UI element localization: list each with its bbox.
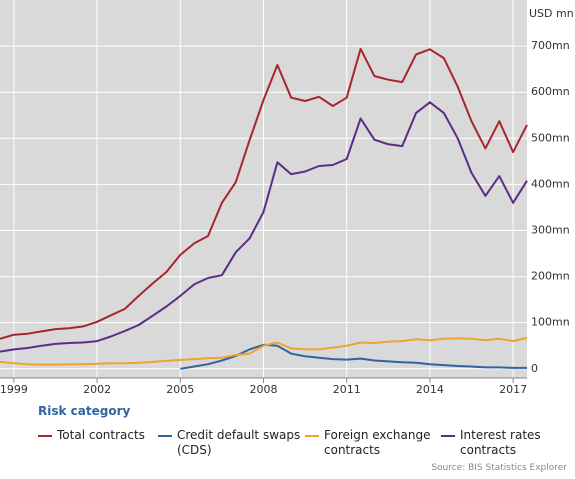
legend-item: Foreign exchange contracts xyxy=(305,428,444,458)
legend-item: Credit default swaps (CDS) xyxy=(158,428,307,458)
x-tick-label: 2017 xyxy=(499,383,527,396)
y-tick-label: 500mn xyxy=(531,131,570,144)
y-tick-label: 700mn xyxy=(531,39,570,52)
x-tick-label: 2014 xyxy=(416,383,444,396)
legend-label: Interest rates contracts xyxy=(460,428,541,457)
legend-label: Total contracts xyxy=(57,428,145,442)
y-tick-label: 300mn xyxy=(531,223,570,236)
x-tick-label: 2008 xyxy=(250,383,278,396)
series-line xyxy=(0,101,528,353)
y-tick-label: 100mn xyxy=(531,316,570,329)
y-axis-label: USD mn xyxy=(529,7,574,20)
legend-swatch xyxy=(38,435,52,437)
legend-item: Interest rates contracts xyxy=(441,428,575,458)
legend-label: Credit default swaps (CDS) xyxy=(177,428,301,457)
legend-item: Total contracts xyxy=(38,428,167,443)
chart: USD mn 0 100mn 200mn 300mn 400mn 500mn 600mn 70… xyxy=(0,0,574,396)
legend-swatch xyxy=(158,435,172,437)
legend-title: Risk category xyxy=(38,404,131,418)
legend-swatch xyxy=(305,435,319,437)
x-tick-label: 2005 xyxy=(166,383,194,396)
y-tick-label: 400mn xyxy=(531,177,570,190)
x-tick-label: 2002 xyxy=(83,383,111,396)
y-tick-label: 600mn xyxy=(531,85,570,98)
legend-label: Foreign exchange contracts xyxy=(324,428,431,457)
y-tick-label: 0 xyxy=(531,362,538,375)
x-tick-label: 1999 xyxy=(0,383,28,396)
legend-swatch xyxy=(441,435,455,437)
series-line xyxy=(0,336,528,366)
x-tick-label: 2011 xyxy=(333,383,361,396)
source: Source: BIS Statistics Explorer xyxy=(431,463,567,473)
y-tick-label: 200mn xyxy=(531,270,570,283)
series-line xyxy=(0,47,528,340)
